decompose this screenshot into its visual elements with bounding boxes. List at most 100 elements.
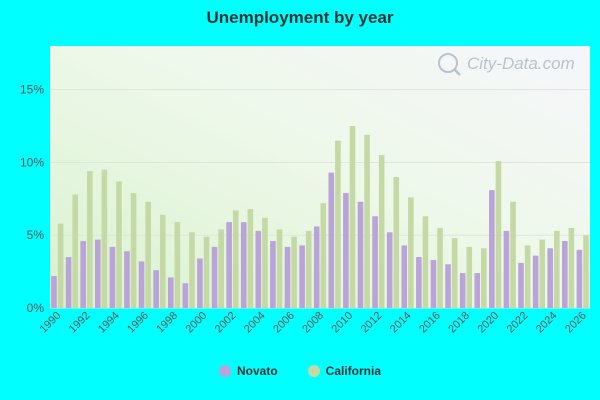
bar-california-1993[interactable]: [101, 169, 108, 308]
bar-novato-2007[interactable]: [299, 245, 305, 308]
bar-california-2016[interactable]: [437, 227, 443, 308]
legend-item-california[interactable]: California: [307, 364, 381, 378]
x-tick-label-2010: 2010: [330, 310, 356, 336]
legend-swatch-california: [307, 365, 320, 377]
bar-california-2018[interactable]: [466, 246, 473, 308]
bar-california-2020[interactable]: [495, 160, 502, 308]
bar-novato-2024[interactable]: [547, 248, 554, 308]
x-tick-label-2026: 2026: [563, 310, 589, 336]
y-tick-label: 10%: [20, 155, 44, 169]
bar-california-1998[interactable]: [174, 222, 181, 308]
bar-novato-2023[interactable]: [532, 255, 539, 308]
bar-california-2007[interactable]: [305, 230, 312, 308]
bar-novato-2008[interactable]: [313, 226, 320, 308]
bar-novato-2015[interactable]: [416, 257, 422, 308]
y-tick-label: 15%: [20, 83, 44, 97]
bar-novato-1996[interactable]: [138, 261, 145, 308]
bar-novato-2009[interactable]: [328, 172, 335, 308]
y-tick-label: 5%: [27, 228, 45, 242]
x-tick-label-2016: 2016: [417, 310, 443, 336]
bar-california-1997[interactable]: [159, 214, 166, 308]
bar-california-2000[interactable]: [203, 236, 210, 308]
bar-novato-2013[interactable]: [386, 232, 393, 308]
bar-novato-1995[interactable]: [124, 251, 130, 308]
legend-label-novato: Novato: [236, 364, 278, 378]
bar-novato-2017[interactable]: [445, 264, 451, 308]
bar-novato-1991[interactable]: [65, 257, 72, 308]
bar-california-2022[interactable]: [524, 245, 531, 308]
bar-novato-2000[interactable]: [197, 258, 203, 308]
bar-novato-2022[interactable]: [518, 262, 524, 308]
bar-california-2006[interactable]: [291, 236, 297, 308]
x-tick-label-2004: 2004: [242, 310, 268, 336]
bar-novato-2011[interactable]: [357, 201, 364, 308]
x-tick-label-1992: 1992: [67, 310, 93, 336]
x-tick-label-1996: 1996: [125, 310, 151, 336]
bar-california-1990[interactable]: [57, 223, 64, 308]
bar-california-2025[interactable]: [568, 227, 575, 308]
x-tick-label-2002: 2002: [213, 310, 239, 336]
bar-california-2017[interactable]: [451, 238, 458, 308]
bar-california-2023[interactable]: [539, 239, 546, 308]
bar-california-1995[interactable]: [130, 193, 137, 308]
bar-novato-1998[interactable]: [167, 277, 174, 308]
y-tick-label: 0%: [27, 301, 45, 315]
bar-california-1999[interactable]: [189, 232, 195, 308]
bar-novato-1994[interactable]: [109, 246, 116, 308]
bar-novato-2021[interactable]: [503, 230, 510, 308]
bar-novato-2019[interactable]: [474, 273, 481, 308]
bar-california-2005[interactable]: [276, 229, 283, 308]
bar-novato-2014[interactable]: [401, 245, 408, 308]
bar-novato-2020[interactable]: [489, 190, 495, 308]
bar-novato-2002[interactable]: [226, 222, 232, 308]
bar-california-2001[interactable]: [218, 229, 224, 308]
bar-novato-2016[interactable]: [430, 259, 437, 308]
bar-novato-2025[interactable]: [562, 241, 568, 308]
bar-novato-2005[interactable]: [270, 241, 276, 308]
x-tick-label-2006: 2006: [271, 310, 297, 336]
bar-california-2021[interactable]: [510, 201, 516, 308]
x-tick-label-1998: 1998: [154, 310, 180, 336]
chart-title: Unemployment by year: [206, 8, 394, 27]
bar-california-2013[interactable]: [393, 177, 400, 308]
bar-california-2015[interactable]: [422, 216, 429, 308]
x-tick-label-2020: 2020: [475, 310, 501, 336]
bar-california-1991[interactable]: [72, 194, 78, 308]
bar-novato-2012[interactable]: [372, 216, 378, 308]
bar-novato-2026[interactable]: [576, 249, 583, 308]
bar-california-1994[interactable]: [116, 181, 122, 308]
x-tick-label-2000: 2000: [184, 310, 210, 336]
bar-california-2024[interactable]: [554, 230, 560, 308]
bar-california-2004[interactable]: [262, 217, 268, 308]
bar-california-2009[interactable]: [335, 140, 341, 308]
bar-california-2026[interactable]: [583, 235, 589, 308]
x-axis-ticks: 1990 1992 1994 1996 1998 2000 2002 2004 2006 2008…: [38, 310, 589, 336]
legend-item-novato[interactable]: Novato: [218, 364, 278, 378]
bar-california-1992[interactable]: [86, 171, 93, 308]
bar-novato-1990[interactable]: [51, 275, 57, 308]
bar-novato-1993[interactable]: [94, 239, 101, 308]
bar-novato-1999[interactable]: [182, 283, 189, 308]
bar-novato-2003[interactable]: [240, 222, 247, 308]
bar-california-1996[interactable]: [145, 201, 151, 308]
bar-novato-2006[interactable]: [284, 246, 291, 308]
bar-novato-1997[interactable]: [153, 270, 159, 308]
bar-novato-2010[interactable]: [343, 193, 349, 308]
x-tick-label-2022: 2022: [505, 310, 531, 336]
bar-california-2011[interactable]: [364, 134, 370, 308]
bar-california-2010[interactable]: [349, 126, 356, 308]
legend-swatch-novato: [218, 365, 231, 377]
bar-california-2002[interactable]: [232, 210, 239, 308]
bar-california-2012[interactable]: [378, 155, 385, 308]
bar-california-2008[interactable]: [320, 203, 327, 308]
bar-california-2014[interactable]: [408, 197, 414, 308]
bar-california-2019[interactable]: [481, 248, 487, 308]
bar-novato-2004[interactable]: [255, 230, 262, 308]
bars: [51, 126, 589, 308]
bar-novato-2018[interactable]: [459, 273, 466, 308]
bar-novato-1992[interactable]: [80, 241, 86, 308]
bar-novato-2001[interactable]: [211, 246, 218, 308]
bar-california-2003[interactable]: [247, 209, 254, 308]
magnifier-icon: [438, 53, 458, 73]
